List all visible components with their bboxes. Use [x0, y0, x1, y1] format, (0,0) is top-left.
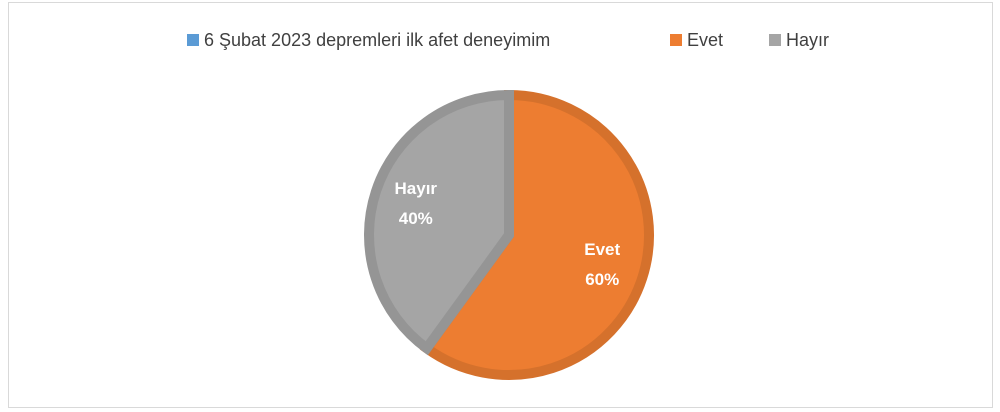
data-label-value: 40%: [399, 209, 433, 228]
data-label-category: Hayır: [395, 179, 438, 198]
legend-swatch: [670, 34, 682, 46]
legend-swatch: [769, 34, 781, 46]
pie-slice: [419, 89, 654, 380]
data-label-category: Evet: [584, 240, 620, 259]
pie-slice: [364, 89, 514, 356]
data-label-value: 60%: [585, 270, 619, 289]
legend-label: Hayır: [786, 30, 829, 50]
legend-label: Evet: [687, 30, 723, 50]
legend-swatch: [187, 34, 199, 46]
legend-label: 6 Şubat 2023 depremleri ilk afet deneyim…: [204, 30, 550, 50]
